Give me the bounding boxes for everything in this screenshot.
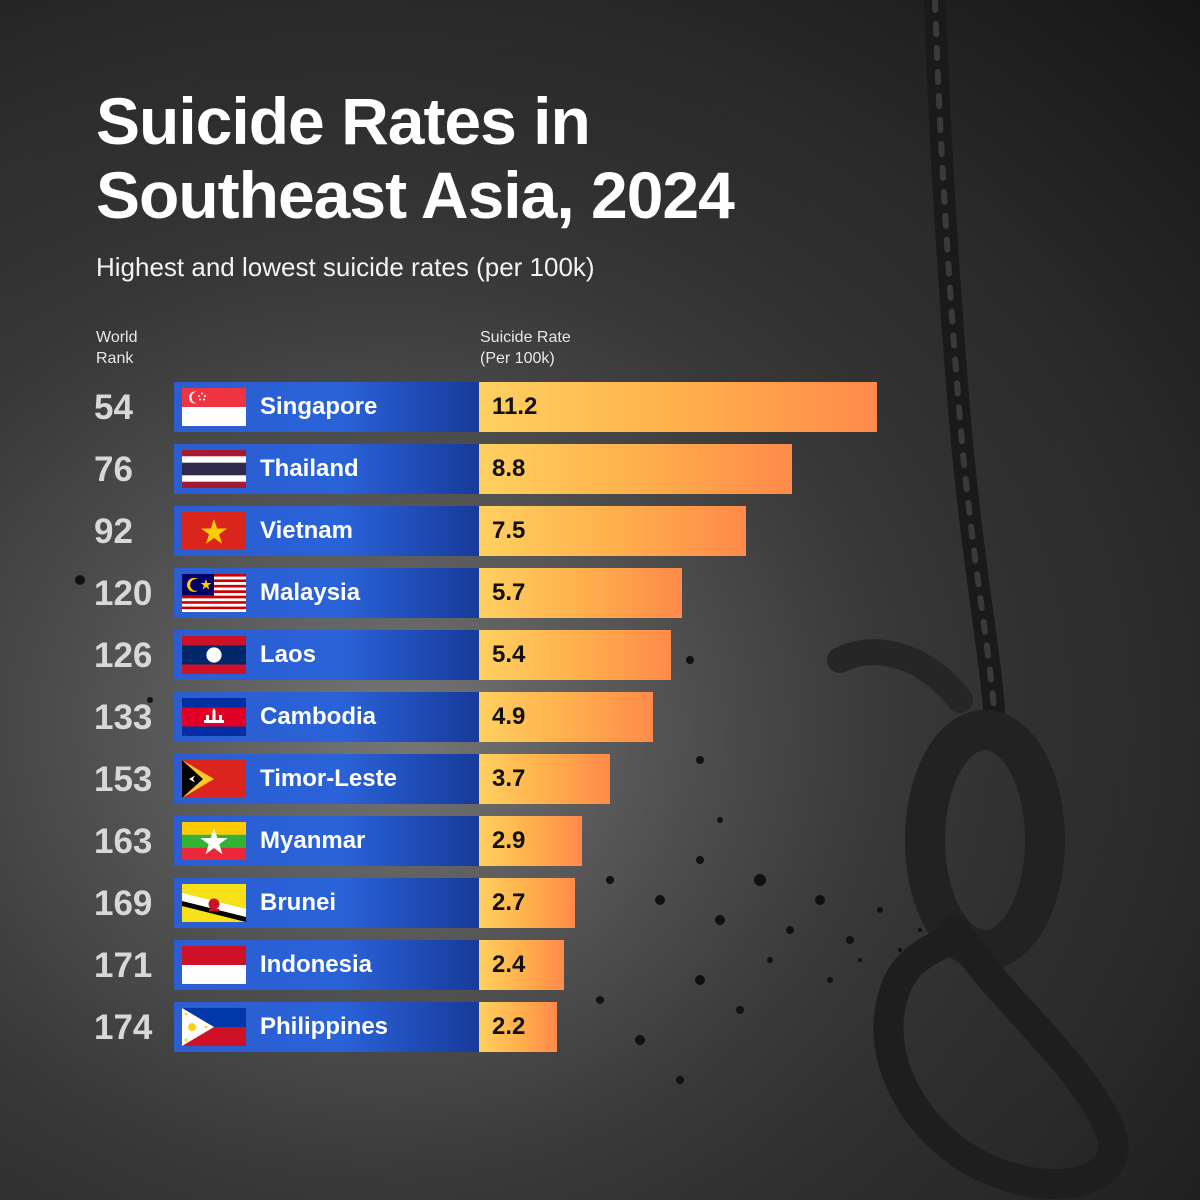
malaysia-flag-icon bbox=[182, 574, 246, 612]
country-label: Laos bbox=[260, 641, 317, 668]
value-bar: 11.2 bbox=[479, 382, 877, 432]
value-label: 8.8 bbox=[492, 455, 526, 482]
chart-row-laos: 126 Laos 5.4 bbox=[0, 630, 1200, 680]
world-rank: 76 bbox=[94, 450, 133, 489]
value-label: 4.9 bbox=[492, 703, 526, 730]
chart-row-indonesia: 171 Indonesia 2.4 bbox=[0, 940, 1200, 990]
value-bar: 2.2 bbox=[479, 1002, 557, 1052]
value-header-line-1: Suicide Rate bbox=[480, 329, 571, 346]
value-bar: 3.7 bbox=[479, 754, 610, 804]
rank-header-line-2: Rank bbox=[96, 350, 134, 367]
value-bar: 7.5 bbox=[479, 506, 746, 556]
chart-row-malaysia: 120 Malaysia 5.7 bbox=[0, 568, 1200, 618]
chart-row-vietnam: 92 Vietnam 7.5 bbox=[0, 506, 1200, 556]
value-bar: 2.7 bbox=[479, 878, 575, 928]
chart-row-philippines: 174 Philippines 2.2 bbox=[0, 1002, 1200, 1052]
country-bar: Myanmar bbox=[174, 816, 480, 866]
birds-icon bbox=[75, 575, 922, 1084]
country-label: Thailand bbox=[260, 455, 359, 482]
world-rank: 120 bbox=[94, 574, 153, 613]
cambodia-flag-icon bbox=[182, 698, 246, 736]
value-bar: 2.9 bbox=[479, 816, 582, 866]
indonesia-flag-icon bbox=[182, 946, 246, 984]
country-bar: Laos bbox=[174, 630, 480, 680]
world-rank: 54 bbox=[94, 388, 133, 427]
value-label: 2.4 bbox=[492, 951, 526, 978]
laos-flag-icon bbox=[182, 636, 246, 674]
brunei-flag-icon bbox=[182, 884, 246, 922]
chart-title: Suicide Rates in Southeast Asia, 2024 bbox=[96, 84, 996, 232]
value-label: 2.9 bbox=[492, 827, 526, 854]
country-label: Brunei bbox=[260, 889, 337, 916]
value-bar: 5.7 bbox=[479, 568, 682, 618]
value-label: 2.7 bbox=[492, 889, 526, 916]
country-label: Vietnam bbox=[260, 517, 353, 544]
world-rank: 163 bbox=[94, 822, 153, 861]
country-bar: Thailand bbox=[174, 444, 480, 494]
world-rank: 126 bbox=[94, 636, 153, 675]
philippines-flag-icon bbox=[182, 1008, 246, 1046]
country-bar: Vietnam bbox=[174, 506, 480, 556]
country-bar: Timor-Leste bbox=[174, 754, 480, 804]
country-bar: Singapore bbox=[174, 382, 480, 432]
country-bar: Malaysia bbox=[174, 568, 480, 618]
chart-title-line-2: Southeast Asia, 2024 bbox=[96, 158, 735, 232]
value-label: 5.4 bbox=[492, 641, 526, 668]
value-label: 3.7 bbox=[492, 765, 526, 792]
world-rank: 133 bbox=[94, 698, 153, 737]
country-label: Philippines bbox=[260, 1013, 389, 1040]
world-rank: 169 bbox=[94, 884, 153, 923]
world-rank: 153 bbox=[94, 760, 153, 799]
chart-row-timor-leste: 153 Timor-Leste 3.7 bbox=[0, 754, 1200, 804]
country-label: Singapore bbox=[260, 393, 378, 420]
value-column-header: Suicide Rate (Per 100k) bbox=[480, 327, 571, 369]
singapore-flag-icon bbox=[182, 388, 246, 426]
rank-column-header: World Rank bbox=[96, 327, 138, 369]
country-label: Malaysia bbox=[260, 579, 361, 606]
thailand-flag-icon bbox=[182, 450, 246, 488]
country-label: Cambodia bbox=[260, 703, 377, 730]
chart-row-myanmar: 163 Myanmar 2.9 bbox=[0, 816, 1200, 866]
world-rank: 174 bbox=[94, 1008, 153, 1047]
myanmar-flag-icon bbox=[182, 822, 246, 860]
chart-row-brunei: 169 Brunei 2.7 bbox=[0, 878, 1200, 928]
timor-leste-flag-icon bbox=[182, 760, 246, 798]
chart-title-line-1: Suicide Rates in bbox=[96, 84, 591, 158]
value-label: 7.5 bbox=[492, 517, 526, 544]
country-label: Myanmar bbox=[260, 827, 366, 854]
country-bar: Philippines bbox=[174, 1002, 480, 1052]
value-header-line-2: (Per 100k) bbox=[480, 350, 555, 367]
value-label: 5.7 bbox=[492, 579, 526, 606]
chart-row-cambodia: 133 Cambodia 4.9 bbox=[0, 692, 1200, 742]
chart-row-thailand: 76 Thailand 8.8 bbox=[0, 444, 1200, 494]
country-bar: Indonesia bbox=[174, 940, 480, 990]
country-bar: Cambodia bbox=[174, 692, 480, 742]
country-bar: Brunei bbox=[174, 878, 480, 928]
vietnam-flag-icon bbox=[182, 512, 246, 550]
value-label: 2.2 bbox=[492, 1013, 526, 1040]
value-bar: 5.4 bbox=[479, 630, 671, 680]
chart-row-singapore: 54 Singapore 11.2 bbox=[0, 382, 1200, 432]
world-rank: 92 bbox=[94, 512, 133, 551]
rope-icon bbox=[827, 0, 1129, 1200]
rank-header-line-1: World bbox=[96, 329, 138, 346]
country-label: Timor-Leste bbox=[260, 765, 397, 792]
value-label: 11.2 bbox=[492, 393, 538, 420]
country-label: Indonesia bbox=[260, 951, 373, 978]
value-bar: 8.8 bbox=[479, 444, 792, 494]
world-rank: 171 bbox=[94, 946, 153, 985]
chart-subtitle: Highest and lowest suicide rates (per 10… bbox=[96, 252, 595, 282]
value-bar: 2.4 bbox=[479, 940, 564, 990]
value-bar: 4.9 bbox=[479, 692, 653, 742]
